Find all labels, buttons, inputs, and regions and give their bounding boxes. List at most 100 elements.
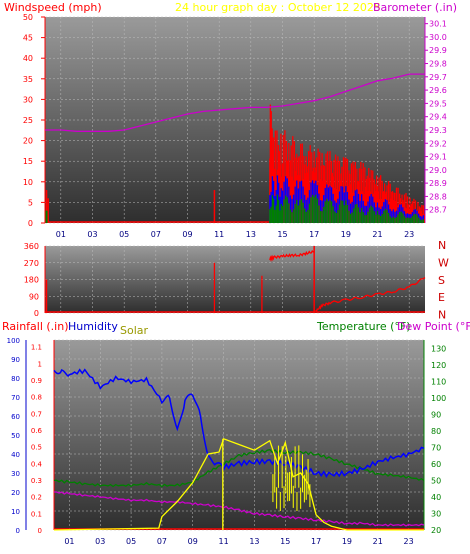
barometer-tick-label: 29.8 bbox=[429, 60, 447, 69]
bottom-x-axis: 01 03 05 07 09 11 13 15 17 19 21 23 bbox=[64, 537, 413, 546]
direction-tick-label: 90 bbox=[29, 292, 39, 301]
rain-tick-label: 0.1 bbox=[31, 510, 42, 518]
barometer-tick-label: 29.0 bbox=[429, 166, 447, 175]
humidity-tick-label: 80 bbox=[11, 375, 20, 383]
top-hour-tick-label: 19 bbox=[341, 230, 351, 239]
temperature-tick-label: 70 bbox=[431, 443, 441, 452]
compass-label: N bbox=[438, 239, 446, 252]
humidity-tick-label: 0 bbox=[16, 527, 20, 535]
humidity-tick-label: 40 bbox=[11, 451, 20, 459]
windspeed-label: Windspeed (mph) bbox=[4, 1, 102, 14]
barometer-tick-label: 29.3 bbox=[429, 126, 447, 135]
top-hour-tick-label: 23 bbox=[404, 230, 414, 239]
rain-tick-label: 1.1 bbox=[31, 344, 42, 352]
humidity-tick-label: 100 bbox=[7, 337, 20, 345]
humidity-tick-label: 30 bbox=[11, 470, 20, 478]
bottom-hour-tick-label: 07 bbox=[157, 537, 167, 546]
compass-label: E bbox=[438, 291, 445, 304]
direction-tick-label: 180 bbox=[24, 276, 39, 285]
top-hour-tick-label: 09 bbox=[182, 230, 192, 239]
barometer-tick-label: 29.7 bbox=[429, 73, 447, 82]
compass-label: S bbox=[438, 274, 445, 287]
rain-tick-label: 0.7 bbox=[31, 410, 42, 418]
windspeed-tick-label: 0 bbox=[28, 219, 33, 228]
bottom-hour-tick-label: 03 bbox=[95, 537, 105, 546]
barometer-tick-label: 29.2 bbox=[429, 139, 447, 148]
date-title: 24 hour graph day : October 12 2025 bbox=[175, 1, 381, 14]
top-hour-tick-label: 11 bbox=[214, 230, 224, 239]
humidity-axis: 0 10 20 30 40 50 60 70 80 90 100 bbox=[7, 337, 27, 535]
barometer-label: Barometer (.in) bbox=[373, 1, 457, 14]
barometer-tick-label: 30.1 bbox=[429, 20, 447, 29]
rain-tick-label: 0.5 bbox=[31, 444, 42, 452]
rain-tick-label: 0.6 bbox=[31, 427, 43, 435]
humidity-label: Humidity bbox=[68, 320, 118, 333]
windspeed-tick-label: 50 bbox=[23, 13, 33, 22]
rain-tick-label: 0.3 bbox=[31, 477, 42, 485]
barometer-tick-label: 28.7 bbox=[429, 206, 447, 215]
direction-axis: 0 90 180 270 360 bbox=[24, 242, 46, 318]
compass-label: W bbox=[438, 256, 449, 269]
temperature-label: Temperature (°F) bbox=[316, 320, 411, 333]
compass-label: N bbox=[438, 309, 446, 322]
windspeed-tick-label: 25 bbox=[23, 116, 33, 125]
rain-tick-label: 1 bbox=[38, 360, 42, 368]
top-hour-tick-label: 07 bbox=[151, 230, 161, 239]
barometer-tick-label: 28.8 bbox=[429, 192, 447, 201]
temperature-tick-label: 60 bbox=[431, 460, 441, 469]
solar-label: Solar bbox=[120, 324, 149, 337]
bottom-hour-tick-label: 13 bbox=[249, 537, 259, 546]
barometer-tick-label: 29.6 bbox=[429, 86, 447, 95]
top-right-axis: 28.7 28.8 28.9 29.0 29.1 29.2 29.3 29.4 29.5 29.6… bbox=[424, 17, 447, 223]
rain-tick-label: 0.2 bbox=[31, 494, 42, 502]
temperature-tick-label: 130 bbox=[431, 344, 446, 353]
dewpoint-label: Dew Point (°F) bbox=[397, 320, 470, 333]
bottom-hour-tick-label: 21 bbox=[373, 537, 383, 546]
bottom-hour-tick-label: 09 bbox=[188, 537, 198, 546]
top-hour-tick-label: 13 bbox=[246, 230, 256, 239]
direction-series bbox=[45, 246, 426, 314]
top-hour-tick-label: 21 bbox=[372, 230, 382, 239]
windspeed-tick-label: 20 bbox=[23, 137, 33, 146]
direction-tick-label: 360 bbox=[24, 242, 39, 251]
solar-line bbox=[53, 437, 424, 531]
barometer-tick-label: 29.4 bbox=[429, 113, 447, 122]
bottom-hour-tick-label: 01 bbox=[64, 537, 74, 546]
bottom-hour-tick-label: 19 bbox=[342, 537, 352, 546]
top-left-axis: 0 5 10 15 20 25 30 35 40 45 50 bbox=[23, 13, 46, 228]
windspeed-tick-label: 45 bbox=[23, 34, 33, 43]
windspeed-tick-label: 30 bbox=[23, 95, 33, 104]
barometer-tick-label: 29.1 bbox=[429, 153, 447, 162]
rain-axis: 0 0.1 0.2 0.3 0.4 0.5 0.6 0.7 0.8 0.9 1 1.1 bbox=[31, 340, 55, 535]
rain-tick-label: 0.4 bbox=[31, 460, 43, 468]
top-hour-tick-label: 17 bbox=[309, 230, 319, 239]
top-x-axis: 01 03 05 07 09 11 13 15 17 19 21 23 bbox=[56, 230, 415, 239]
dewpoint-line bbox=[54, 491, 425, 527]
top-hour-tick-label: 01 bbox=[56, 230, 66, 239]
top-hour-tick-label: 03 bbox=[87, 230, 97, 239]
humidity-line bbox=[53, 368, 425, 479]
bottom-hour-tick-label: 05 bbox=[126, 537, 136, 546]
temperature-tick-label: 50 bbox=[431, 476, 441, 485]
temperature-tick-label: 90 bbox=[431, 410, 441, 419]
rainfall-label: Rainfall (.in) bbox=[2, 320, 69, 333]
bottom-hour-tick-label: 11 bbox=[218, 537, 228, 546]
rain-tick-label: 0.8 bbox=[31, 394, 42, 402]
barometer-line bbox=[45, 73, 425, 132]
barometer-tick-label: 29.5 bbox=[429, 99, 447, 108]
rain-tick-label: 0.9 bbox=[31, 377, 42, 385]
windspeed-tick-label: 5 bbox=[28, 198, 33, 207]
temperature-tick-label: 30 bbox=[431, 509, 441, 518]
humidity-tick-label: 20 bbox=[11, 489, 20, 497]
direction-tick-label: 270 bbox=[24, 259, 39, 268]
temperature-tick-label: 40 bbox=[431, 493, 441, 502]
temperature-tick-label: 100 bbox=[431, 394, 446, 403]
bottom-hour-tick-label: 23 bbox=[403, 537, 413, 546]
windspeed-tick-label: 10 bbox=[23, 178, 33, 187]
barometer-tick-label: 29.9 bbox=[429, 46, 447, 55]
windspeed-tick-label: 15 bbox=[23, 157, 33, 166]
top-hour-tick-label: 15 bbox=[277, 230, 287, 239]
